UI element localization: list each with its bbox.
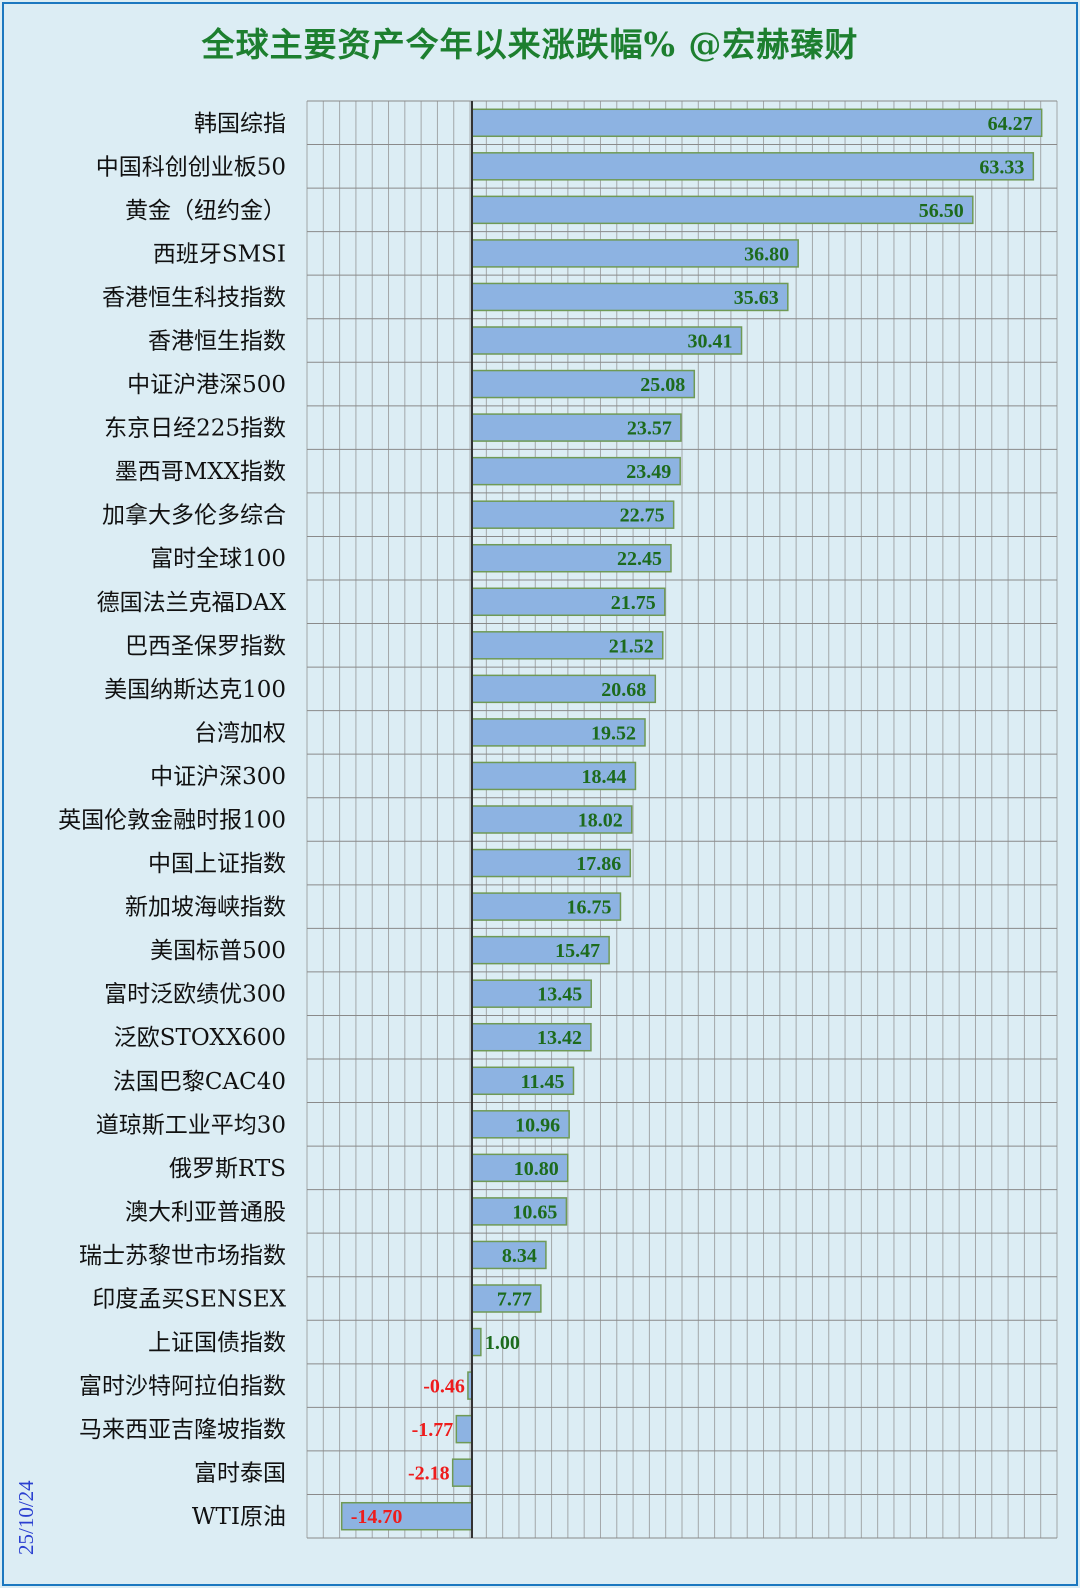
category-label: 中证沪港深500	[127, 372, 286, 398]
category-label: 上证国债指数	[148, 1330, 286, 1356]
value-label: 23.57	[627, 418, 672, 440]
value-label: 30.41	[688, 331, 733, 353]
value-label: 10.80	[514, 1158, 559, 1180]
category-label: 印度孟买SENSEX	[92, 1287, 286, 1313]
bar	[471, 500, 675, 529]
category-label: 瑞士苏黎世市场指数	[79, 1243, 286, 1269]
value-label: 7.77	[497, 1289, 532, 1311]
value-label: 13.42	[537, 1027, 582, 1049]
value-label: 18.02	[578, 810, 623, 832]
bar	[471, 108, 1043, 138]
value-label: 8.34	[502, 1245, 537, 1267]
category-label: 加拿大多伦多综合	[102, 502, 286, 529]
value-label: 1.00	[485, 1332, 520, 1354]
category-label: 富时沙特阿拉伯指数	[79, 1374, 286, 1400]
category-label: 马来西亚吉隆坡指数	[79, 1417, 286, 1443]
bar	[471, 239, 799, 268]
value-label: -2.18	[408, 1463, 450, 1485]
value-label: 23.49	[626, 461, 671, 483]
bar	[455, 1414, 473, 1444]
bar	[471, 761, 637, 791]
value-label: -14.70	[351, 1506, 403, 1528]
category-label: 法国巴黎CAC40	[113, 1069, 286, 1095]
category-label: 黄金（纽约金）	[125, 198, 286, 224]
category-label: 富时泰国	[194, 1461, 286, 1487]
bar	[471, 152, 1035, 181]
date-label: 25/10/24	[14, 1480, 38, 1555]
value-label: 63.33	[979, 156, 1024, 178]
value-label: 20.68	[601, 679, 646, 701]
category-label: 新加坡海峡指数	[125, 895, 286, 921]
category-label: 西班牙SMSI	[153, 241, 286, 267]
category-label: 富时全球100	[150, 546, 286, 572]
category-label: WTI原油	[192, 1504, 286, 1530]
value-label: 21.52	[609, 635, 654, 657]
value-label: 25.08	[640, 374, 685, 396]
value-label: 64.27	[988, 113, 1033, 135]
bar	[471, 892, 622, 921]
value-label: 13.45	[537, 984, 582, 1006]
category-label: 富时泛欧绩优300	[104, 982, 286, 1008]
category-label: 台湾加权	[194, 720, 286, 746]
bar	[471, 979, 592, 1008]
value-label: 18.44	[581, 766, 626, 788]
category-label: 韩国综指	[194, 111, 286, 137]
value-label: 10.96	[515, 1114, 560, 1136]
value-label: 17.86	[576, 853, 621, 875]
chart-title: 全球主要资产今年以来涨跌幅% @宏赫臻财	[201, 25, 859, 64]
bar	[471, 1240, 547, 1270]
category-label: 香港恒生指数	[148, 329, 286, 355]
bar	[471, 282, 789, 312]
category-label: 中国科创创业板50	[96, 154, 286, 180]
category-label: 德国法兰克福DAX	[97, 590, 287, 616]
category-label: 墨西哥MXX指数	[115, 459, 286, 485]
value-label: 11.45	[521, 1071, 565, 1093]
category-label: 巴西圣保罗指数	[125, 633, 286, 659]
value-label: 36.80	[744, 243, 789, 265]
category-label: 道琼斯工业平均30	[96, 1112, 286, 1138]
bar	[471, 543, 672, 573]
bar	[471, 805, 633, 834]
bar	[471, 1110, 570, 1139]
category-label: 泛欧STOXX600	[114, 1025, 286, 1051]
bar	[471, 935, 610, 965]
category-label: 澳大利亚普通股	[125, 1199, 286, 1225]
category-label: 中证沪深300	[150, 764, 286, 790]
category-label: 英国伦敦金融时报100	[58, 808, 286, 834]
value-label: 35.63	[734, 287, 779, 309]
category-label: 东京日经225指数	[104, 416, 286, 442]
bar	[451, 1458, 473, 1487]
category-label: 美国标普500	[150, 938, 286, 964]
bar	[471, 195, 974, 225]
value-label: -1.77	[412, 1419, 454, 1441]
category-label: 美国纳斯达克100	[104, 677, 286, 703]
bar	[471, 1066, 575, 1096]
bar	[471, 1022, 592, 1052]
value-label: 22.75	[620, 505, 665, 527]
value-label: 21.75	[611, 592, 656, 614]
value-label: 56.50	[919, 200, 964, 222]
bar	[471, 848, 632, 878]
bar	[471, 1327, 482, 1357]
category-label: 俄罗斯RTS	[169, 1156, 286, 1182]
bar	[471, 631, 664, 660]
bar	[471, 369, 696, 399]
bar	[471, 1284, 542, 1313]
category-label: 香港恒生科技指数	[102, 285, 286, 311]
value-label: 10.65	[512, 1201, 557, 1223]
value-label: 15.47	[555, 940, 600, 962]
value-label: 16.75	[566, 897, 611, 919]
category-label: 中国上证指数	[148, 851, 286, 877]
value-label: -0.46	[423, 1376, 465, 1398]
value-label: 19.52	[591, 722, 636, 744]
value-label: 22.45	[617, 548, 662, 570]
bar	[471, 456, 681, 486]
